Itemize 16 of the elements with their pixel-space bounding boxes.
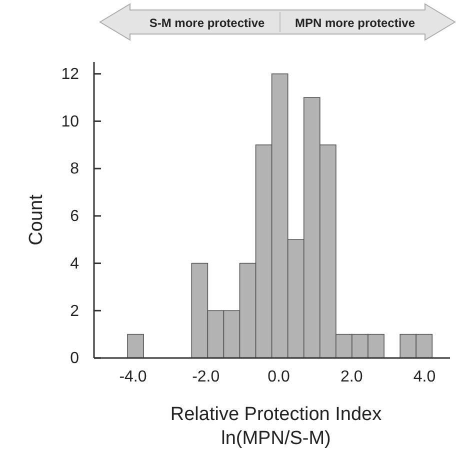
y-tick-label: 10 <box>61 113 80 130</box>
text: S-M more protective <box>149 16 266 30</box>
text: MPN more protective <box>294 16 416 30</box>
y-tick-label: 12 <box>61 66 80 83</box>
x-axis-title: Relative Protection Index ln(MPN/S-M) <box>170 404 382 449</box>
x-tick-label: -4.0 <box>119 368 147 386</box>
x-tick-label: 0.0 <box>268 368 290 386</box>
y-tick-label: 2 <box>70 302 80 320</box>
y-tick-label: 8 <box>70 160 80 178</box>
y-tick-label: 0 <box>70 350 80 368</box>
y-axis-title: Count <box>26 194 47 246</box>
x-tick-label: 4.0 <box>413 368 436 386</box>
x-tick-label: 2.0 <box>340 368 363 386</box>
y-tick-label: 4 <box>70 255 80 272</box>
y-tick-label: 6 <box>70 208 80 226</box>
x-tick-label: -2.0 <box>192 368 220 386</box>
